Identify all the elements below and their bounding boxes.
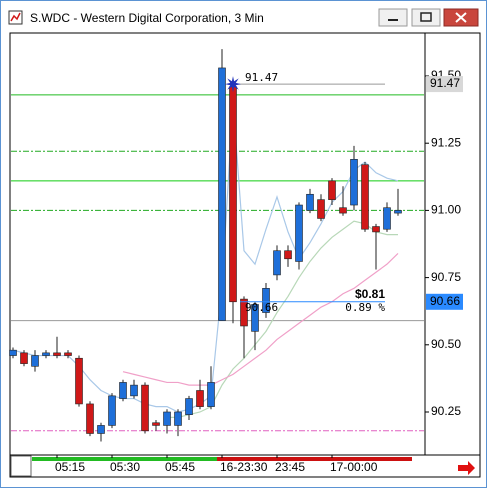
minimize-button[interactable] <box>378 8 408 27</box>
candle-body <box>75 357 83 405</box>
candle-body <box>372 226 380 233</box>
candle-body <box>383 207 391 230</box>
x-tick-label: 17-00:00 <box>330 460 378 474</box>
candle-body <box>317 199 325 219</box>
candle-body <box>262 288 270 313</box>
y-tick-label: 91.25 <box>431 135 461 149</box>
candle-body <box>174 411 182 426</box>
candle-body <box>97 425 105 434</box>
candle-body <box>328 180 336 200</box>
candle-body <box>218 67 226 321</box>
last-price-box-label: 90.66 <box>430 294 460 308</box>
candle-body <box>207 382 215 407</box>
scroll-arrow[interactable] <box>458 461 475 475</box>
moving-average <box>122 252 399 386</box>
candle-body <box>394 210 402 214</box>
plot-area <box>9 32 426 456</box>
y-tick-label: 90.50 <box>431 337 461 351</box>
candle-body <box>53 352 61 356</box>
candle-body <box>339 207 347 214</box>
x-tick-label: 05:15 <box>55 460 85 474</box>
moving-average <box>167 220 398 418</box>
y-tick-label: 90.75 <box>431 270 461 284</box>
close-button[interactable] <box>443 8 479 27</box>
candle-body <box>42 352 50 356</box>
candle-body <box>240 298 248 327</box>
candle-body <box>108 395 116 426</box>
candle-body <box>361 164 369 230</box>
candle-body <box>31 355 39 367</box>
candle-body <box>350 159 358 206</box>
change-label: $0.81 <box>355 287 385 301</box>
high-star <box>225 76 241 93</box>
candle-body <box>229 86 237 303</box>
candle-body <box>306 193 314 211</box>
price-axis <box>424 32 481 456</box>
candle-body <box>119 382 127 399</box>
candle-body <box>295 204 303 262</box>
maximize-button[interactable] <box>411 8 441 27</box>
candle-body <box>64 352 72 356</box>
candle-body <box>152 422 160 426</box>
session-bar <box>32 457 217 461</box>
x-tick-label: 16-23:30 <box>220 460 268 474</box>
last-price-label: 90.66 <box>245 301 278 314</box>
candle-body <box>141 384 149 432</box>
y-tick-label: 90.25 <box>431 404 461 418</box>
candle-body <box>273 250 281 276</box>
candle-body <box>86 403 94 434</box>
last-price-box <box>426 293 463 310</box>
candle-body <box>196 390 204 407</box>
high-label: 91.47 <box>245 71 278 84</box>
x-tick-label: 05:45 <box>165 460 195 474</box>
candle-body <box>251 304 259 332</box>
candle-body <box>130 384 138 397</box>
app-icon <box>8 10 23 25</box>
candle-body <box>9 349 17 356</box>
x-tick-label: 05:30 <box>110 460 140 474</box>
high-price-box-label: 91.47 <box>430 76 460 90</box>
candle-body <box>185 398 193 415</box>
high-price-box <box>426 76 463 93</box>
candle-body <box>163 411 171 426</box>
session-bar <box>217 457 412 461</box>
change-pct-label: 0.89 % <box>345 301 385 314</box>
corner-box <box>10 455 32 477</box>
x-tick-label: 23:45 <box>275 460 305 474</box>
candle-body <box>20 352 28 364</box>
candle-body <box>284 250 292 260</box>
window-title: S.WDC - Western Digital Corporation, 3 M… <box>30 11 264 25</box>
y-tick-label: 91.00 <box>431 203 461 217</box>
